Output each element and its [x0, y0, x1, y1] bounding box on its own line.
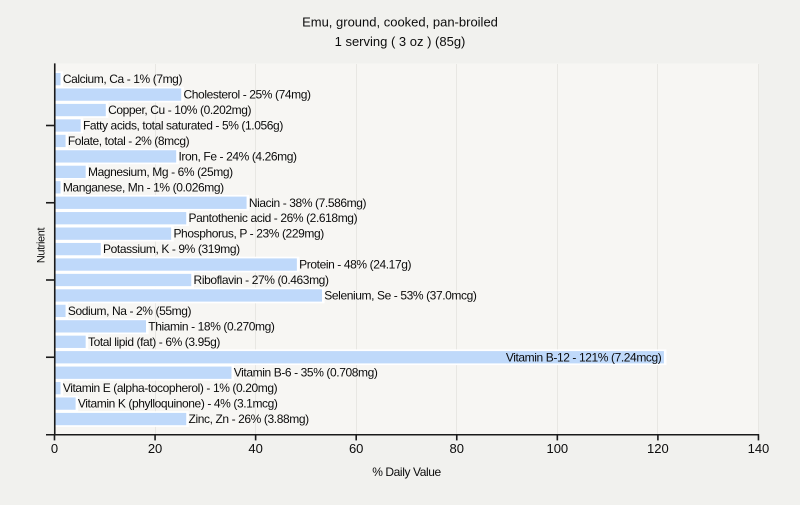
svg-text:100: 100 — [546, 441, 568, 456]
svg-text:% Daily Value: % Daily Value — [372, 465, 441, 479]
svg-text:Vitamin E (alpha-tocopherol) -: Vitamin E (alpha-tocopherol) - 1% (0.20m… — [63, 381, 278, 395]
svg-text:Potassium, K - 9% (319mg): Potassium, K - 9% (319mg) — [103, 242, 240, 256]
svg-text:Riboflavin - 27% (0.463mg): Riboflavin - 27% (0.463mg) — [194, 273, 329, 287]
svg-text:Cholesterol - 25% (74mg): Cholesterol - 25% (74mg) — [184, 88, 312, 102]
svg-text:20: 20 — [148, 441, 162, 456]
svg-text:Magnesium, Mg - 6% (25mg): Magnesium, Mg - 6% (25mg) — [88, 165, 233, 179]
svg-text:Total lipid (fat) - 6% (3.95g): Total lipid (fat) - 6% (3.95g) — [88, 335, 220, 349]
svg-text:Zinc, Zn - 26% (3.88mg): Zinc, Zn - 26% (3.88mg) — [189, 412, 310, 426]
svg-text:Folate, total - 2% (8mcg): Folate, total - 2% (8mcg) — [68, 134, 190, 148]
svg-text:Manganese, Mn - 1% (0.026mg): Manganese, Mn - 1% (0.026mg) — [63, 180, 224, 194]
svg-text:120: 120 — [647, 441, 669, 456]
svg-text:0: 0 — [51, 441, 58, 456]
svg-text:Niacin - 38% (7.586mg): Niacin - 38% (7.586mg) — [249, 196, 367, 210]
svg-text:Copper, Cu - 10% (0.202mg): Copper, Cu - 10% (0.202mg) — [108, 103, 251, 117]
svg-text:Sodium, Na - 2% (55mg): Sodium, Na - 2% (55mg) — [68, 304, 192, 318]
svg-text:Emu, ground, cooked, pan-broil: Emu, ground, cooked, pan-broiled — [302, 15, 498, 30]
svg-text:Nutrient: Nutrient — [36, 228, 48, 264]
svg-text:Vitamin K (phylloquinone) - 4%: Vitamin K (phylloquinone) - 4% (3.1mcg) — [78, 397, 278, 411]
svg-text:Vitamin B-6 - 35% (0.708mg): Vitamin B-6 - 35% (0.708mg) — [234, 366, 378, 380]
svg-text:140: 140 — [748, 441, 770, 456]
svg-text:Vitamin B-12 - 121% (7.24mcg): Vitamin B-12 - 121% (7.24mcg) — [506, 350, 662, 364]
svg-text:Iron, Fe - 24% (4.26mg): Iron, Fe - 24% (4.26mg) — [178, 149, 297, 163]
svg-text:80: 80 — [450, 441, 464, 456]
svg-text:Thiamin - 18% (0.270mg): Thiamin - 18% (0.270mg) — [148, 319, 275, 333]
svg-text:Calcium, Ca - 1% (7mg): Calcium, Ca - 1% (7mg) — [63, 72, 183, 86]
svg-text:Selenium, Se - 53% (37.0mcg): Selenium, Se - 53% (37.0mcg) — [324, 288, 477, 302]
svg-text:Protein - 48% (24.17g): Protein - 48% (24.17g) — [299, 258, 411, 272]
svg-text:Phosphorus, P - 23% (229mg): Phosphorus, P - 23% (229mg) — [173, 227, 324, 241]
svg-text:60: 60 — [349, 441, 363, 456]
svg-text:Pantothenic acid - 26% (2.618m: Pantothenic acid - 26% (2.618mg) — [189, 211, 358, 225]
svg-text:1 serving ( 3 oz ) (85g): 1 serving ( 3 oz ) (85g) — [335, 34, 466, 49]
svg-text:Fatty acids, total saturated -: Fatty acids, total saturated - 5% (1.056… — [83, 119, 283, 133]
svg-text:40: 40 — [248, 441, 262, 456]
